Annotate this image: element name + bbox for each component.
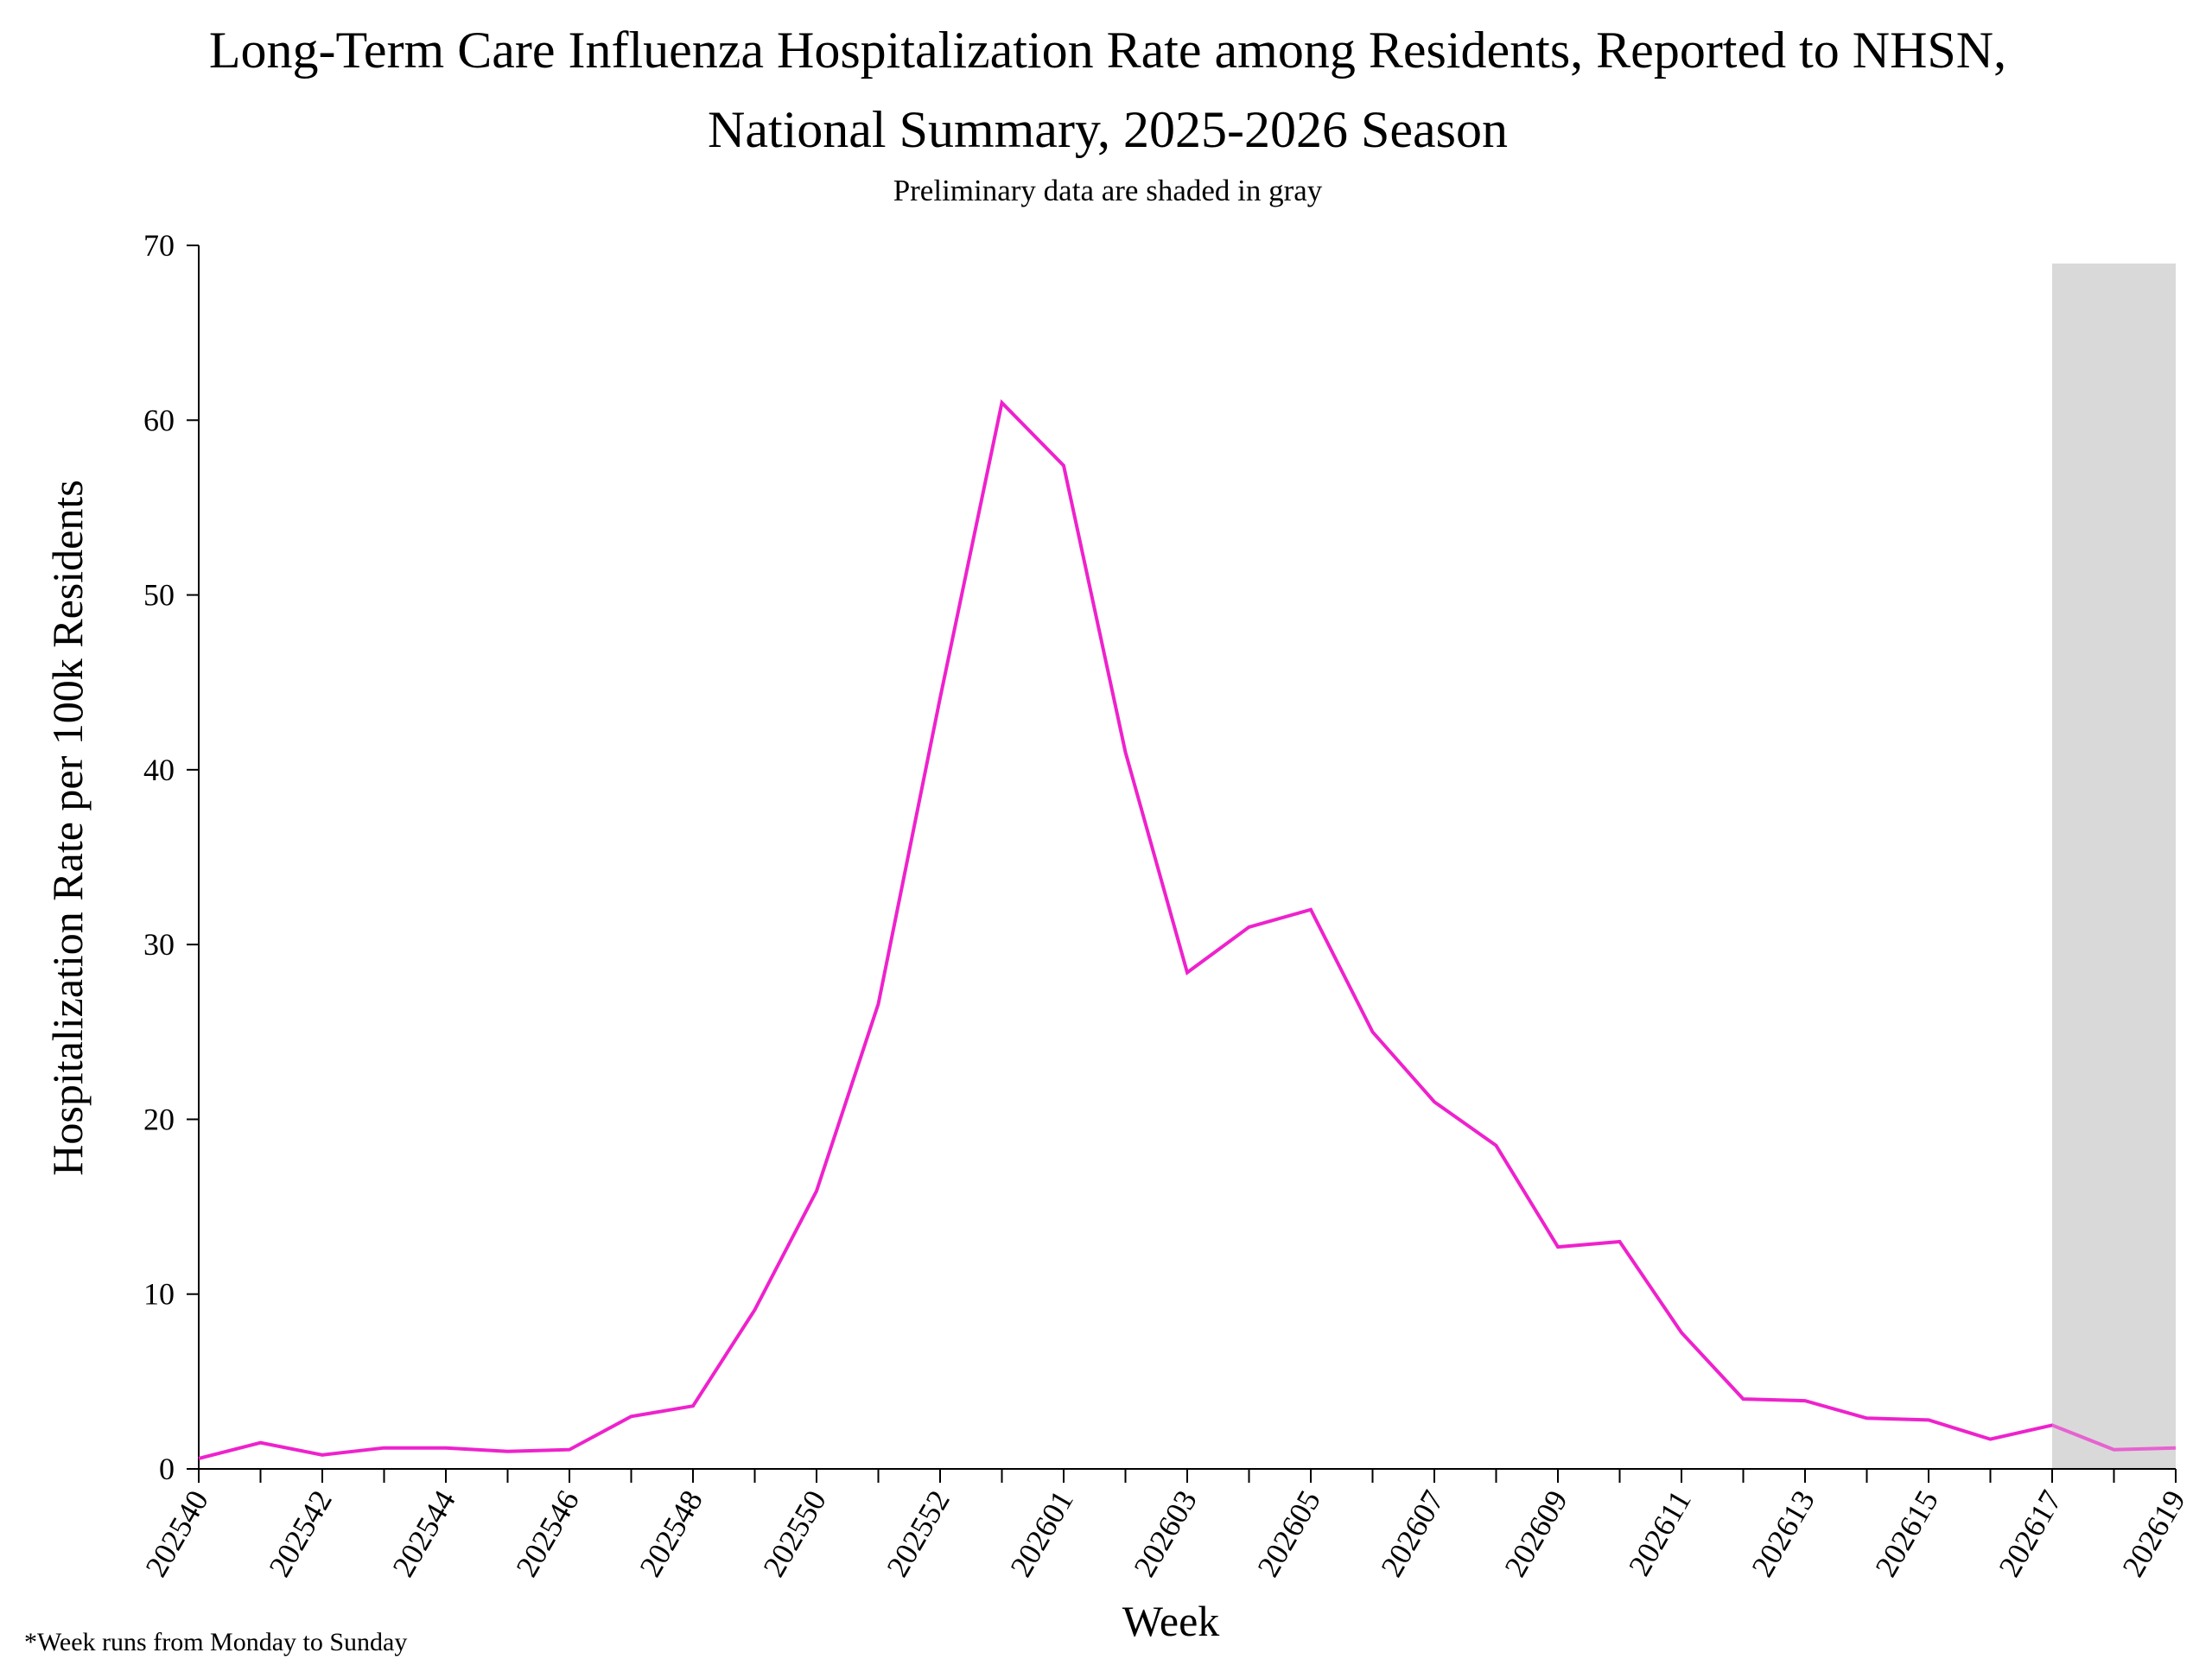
y-tick-label-40: 40: [143, 753, 175, 787]
x-tick-label-202611: 202611: [1622, 1484, 1698, 1581]
x-tick-label-202607: 202607: [1374, 1484, 1451, 1583]
y-axis-title: Hospitalization Rate per 100k Residents: [43, 480, 92, 1175]
chart-subtitle: Preliminary data are shaded in gray: [893, 174, 1323, 207]
x-tick-label-202542: 202542: [262, 1484, 339, 1583]
x-tick-label-202601: 202601: [1003, 1484, 1080, 1583]
x-tick-label-202615: 202615: [1868, 1484, 1945, 1583]
x-tick-label-202605: 202605: [1250, 1484, 1327, 1583]
chart-title-line-1: Long-Term Care Influenza Hospitalization…: [209, 22, 2006, 79]
x-tick-label-202613: 202613: [1745, 1484, 1821, 1583]
preliminary-shading: [2052, 264, 2176, 1469]
y-tick-label-50: 50: [143, 578, 175, 613]
y-tick-label-10: 10: [143, 1277, 175, 1312]
x-tick-label-202548: 202548: [632, 1484, 709, 1583]
x-tick-label-202540: 202540: [138, 1484, 215, 1583]
series-line-0: [198, 399, 2177, 1460]
y-tick-label-0: 0: [159, 1452, 175, 1486]
y-tick-label-20: 20: [143, 1102, 175, 1136]
x-axis-title: Week: [1122, 1597, 1220, 1645]
x-tick-label-202546: 202546: [509, 1484, 586, 1583]
x-tick-label-202550: 202550: [756, 1484, 833, 1583]
x-tick-label-202619: 202619: [2115, 1484, 2192, 1583]
y-tick-label-70: 70: [143, 228, 175, 263]
x-tick-label-202603: 202603: [1127, 1484, 1204, 1583]
x-tick-label-202544: 202544: [385, 1484, 462, 1583]
x-tick-label-202609: 202609: [1497, 1484, 1574, 1583]
y-tick-label-30: 30: [143, 927, 175, 962]
x-tick-label-202617: 202617: [1992, 1484, 2069, 1583]
y-tick-label-60: 60: [143, 403, 175, 437]
chart-title-line-2: National Summary, 2025-2026 Season: [708, 101, 1508, 158]
preliminary-overlay: [2052, 264, 2176, 1467]
x-tick-label-202552: 202552: [880, 1484, 957, 1583]
footnote: *Week runs from Monday to Sunday: [24, 1628, 407, 1656]
plot-area: 0 10 20 30 40 50 60 70 202540 202542 202544 202546 2…: [138, 228, 2192, 1583]
chart-title: Long-Term Care Influenza Hospitalization…: [209, 22, 2006, 158]
